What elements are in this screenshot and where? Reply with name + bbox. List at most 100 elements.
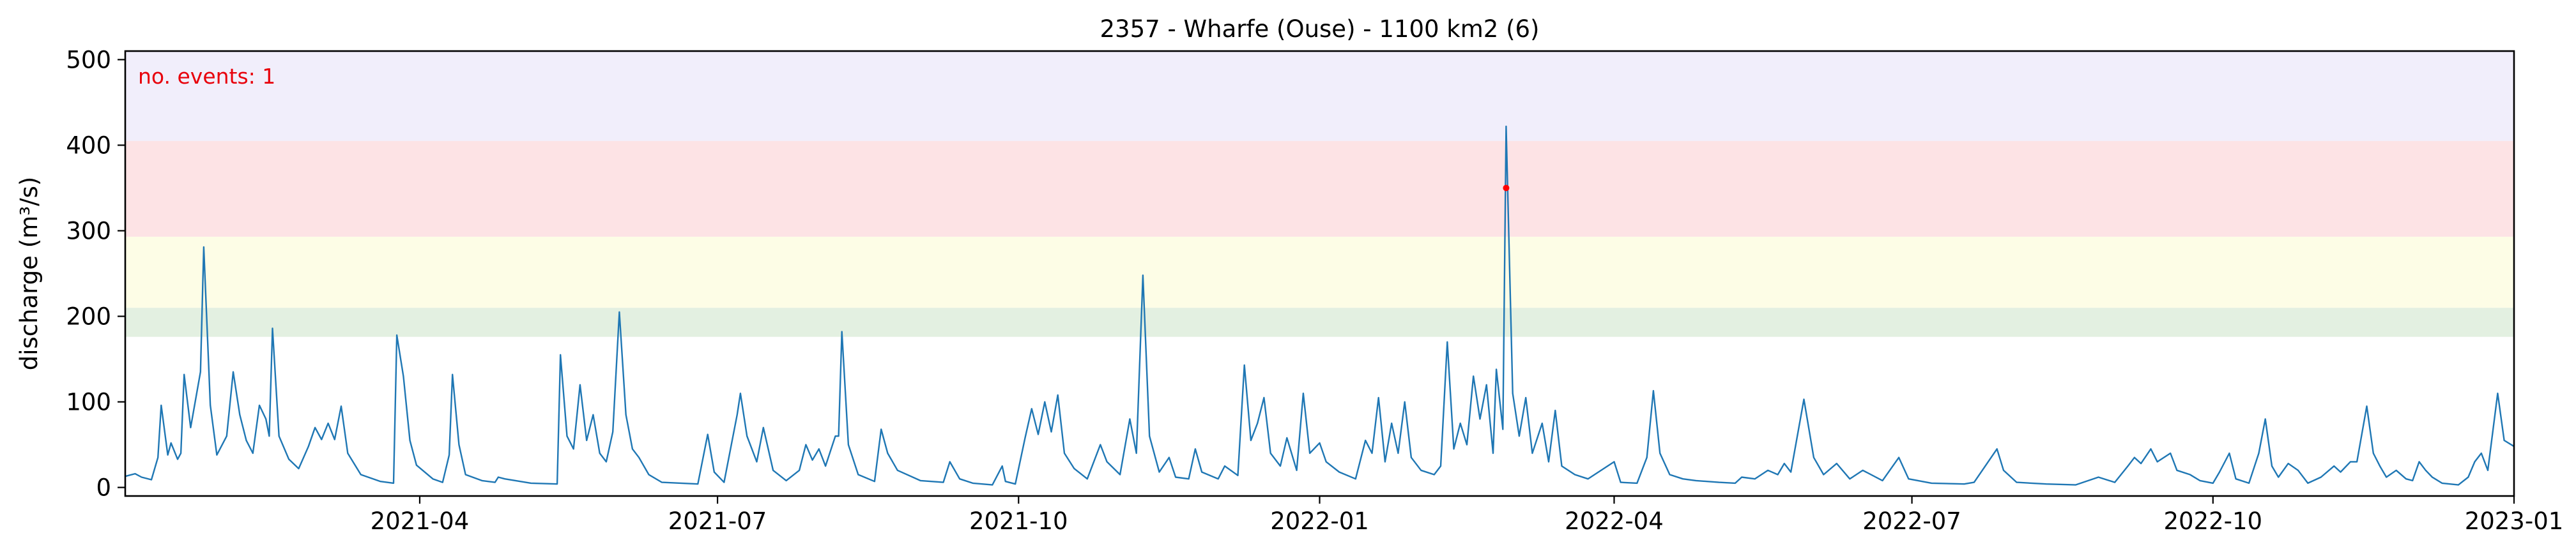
data-point-19 [245,439,247,441]
data-point-58 [586,439,588,441]
x-axis: 2021-04 2021-07 2021-10 2022-01 2022-04 2022-… [371,496,2563,535]
data-point-112 [1100,444,1101,446]
data-point-214 [2156,461,2158,463]
data-point-52 [530,482,532,484]
data-point-69 [697,483,699,485]
data-point-107 [1050,431,1052,433]
data-point-231 [2320,476,2322,478]
data-point-228 [2287,463,2289,464]
data-point-163 [1505,126,1507,127]
data-point-6 [167,454,169,456]
data-point-21 [259,405,260,406]
data-point-59 [592,414,594,416]
data-point-240 [2395,469,2397,471]
data-point-33 [341,405,342,407]
data-point-243 [2418,461,2420,463]
data-point-97 [959,478,960,480]
data-point-91 [880,428,882,430]
data-point-16 [226,435,227,437]
y-tick-label: 200 [66,303,111,331]
data-point-106 [1044,401,1046,403]
data-point-4 [157,456,159,458]
data-point-160 [1492,453,1494,454]
data-point-128 [1243,364,1245,366]
data-point-127 [1237,474,1239,476]
data-point-204 [2003,469,2004,471]
data-point-203 [1996,448,1998,450]
events-layer [1503,184,1510,192]
data-point-117 [1142,274,1144,276]
data-point-154 [1453,448,1455,450]
data-point-157 [1473,375,1475,377]
data-point-238 [2379,465,2380,467]
data-point-174 [1613,461,1615,463]
data-point-20 [252,453,254,454]
data-point-209 [2114,481,2116,483]
series-layer [125,125,2515,486]
data-point-196 [1862,469,1864,471]
data-point-44 [448,454,450,456]
x-tick-label: 2021-10 [969,507,1068,535]
data-point-79 [785,479,787,481]
data-point-34 [347,453,349,454]
data-point-113 [1106,461,1108,463]
data-point-75 [746,435,748,437]
data-point-249 [2474,461,2476,463]
data-point-31 [327,423,329,424]
data-point-27 [298,468,300,470]
data-point-185 [1741,476,1743,478]
data-point-217 [2189,474,2191,476]
data-point-45 [452,373,454,375]
data-point-13 [203,246,204,248]
data-point-247 [2458,484,2459,486]
data-point-222 [2235,478,2237,480]
data-point-180 [1669,474,1671,476]
data-point-115 [1129,418,1131,420]
data-point-199 [1908,478,1910,480]
data-point-22 [265,418,267,420]
data-point-227 [2278,476,2280,478]
data-point-48 [481,479,483,481]
data-point-153 [1446,341,1448,343]
data-point-119 [1158,471,1160,473]
data-point-104 [1031,408,1032,410]
data-point-225 [2264,418,2266,420]
data-point-212 [2140,463,2142,464]
data-point-84 [825,465,826,467]
data-point-206 [2045,483,2047,485]
data-point-205 [2016,481,2018,483]
data-point-141 [1354,478,1356,480]
data-point-123 [1194,448,1196,450]
data-point-135 [1296,469,1298,471]
data-point-177 [1646,456,1648,458]
data-point-175 [1620,481,1621,483]
y-tick-label: 0 [96,474,111,502]
data-point-181 [1682,478,1683,480]
data-point-118 [1149,435,1151,437]
data-point-219 [2212,482,2214,484]
data-point-39 [402,375,404,377]
data-point-93 [896,469,898,471]
data-point-49 [494,481,496,483]
data-point-197 [1882,479,1883,481]
data-point-155 [1459,423,1461,424]
data-point-162 [1502,428,1504,430]
data-point-5 [160,405,162,406]
data-point-234 [2350,461,2351,463]
data-point-226 [2271,465,2273,467]
data-point-178 [1653,390,1654,392]
y-axis: 0 100 200 300 400 500 [66,46,125,502]
x-tick-label: 2021-07 [668,507,767,535]
data-point-131 [1263,396,1265,398]
data-point-46 [458,444,460,446]
data-point-149 [1411,456,1412,458]
data-point-82 [811,459,813,461]
data-point-223 [2248,482,2250,484]
data-point-72 [723,481,725,483]
data-point-23 [268,435,270,437]
data-point-133 [1280,465,1281,467]
data-point-250 [2480,453,2482,454]
data-point-246 [2441,482,2443,484]
data-point-182 [1695,479,1697,481]
data-point-109 [1064,453,1065,454]
